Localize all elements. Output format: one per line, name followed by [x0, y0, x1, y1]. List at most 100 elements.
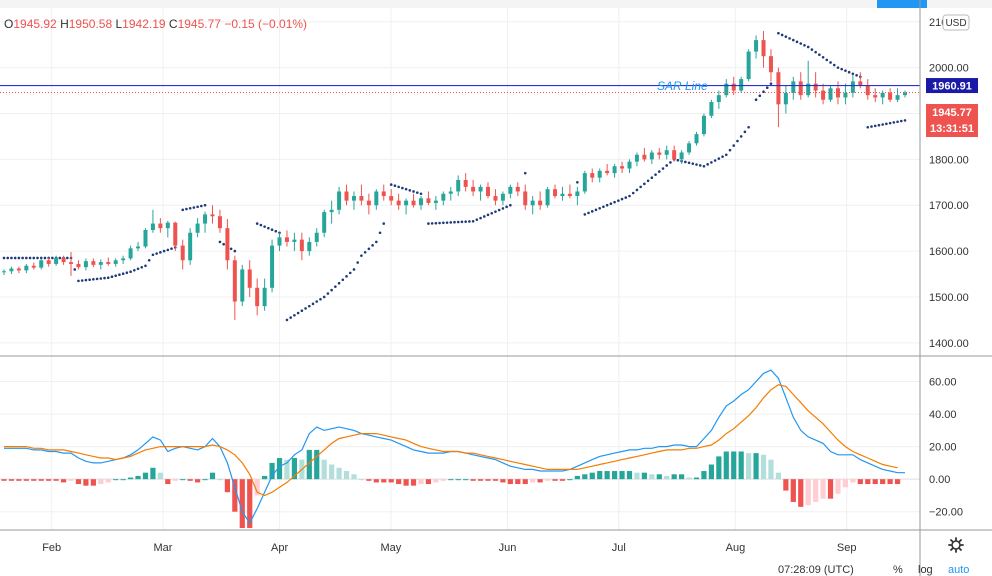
macd-histogram: [0, 449, 920, 528]
macd-histogram-bar: [477, 479, 484, 481]
macd-tick-label: 20.00: [929, 442, 957, 454]
candlestick-series: [2, 30, 907, 320]
month-label: May: [381, 542, 402, 554]
sar-dot: [25, 256, 28, 260]
sar-dot: [732, 144, 736, 147]
sar-dot: [892, 121, 896, 124]
last-price-tag: [926, 104, 978, 137]
macd-histogram-bar: [760, 454, 767, 480]
percent-toggle[interactable]: %: [893, 564, 903, 576]
sar-dot: [602, 205, 605, 209]
close-value: 1945.77: [178, 17, 222, 31]
sar-dot: [188, 206, 192, 210]
sar-dot: [594, 208, 598, 212]
macd-histogram-bar: [16, 479, 22, 481]
sar-dot: [319, 297, 322, 301]
top-toolbar: [0, 0, 992, 8]
candle-body: [232, 260, 237, 302]
macd-histogram-bar: [53, 479, 59, 481]
candle-body: [754, 40, 759, 52]
sar-dot: [836, 66, 840, 69]
price-axis[interactable]: [920, 0, 992, 576]
sar-dot: [583, 213, 587, 216]
change-value: −0.15 (−0.01%): [224, 17, 307, 31]
macd-histogram-bar: [425, 479, 432, 485]
sar-dot: [51, 256, 54, 260]
candle-body: [858, 81, 863, 86]
sar-dot: [36, 256, 39, 260]
macd-histogram-bar: [105, 479, 111, 483]
sar-horizontal-line[interactable]: [0, 84, 920, 94]
sar-dot: [676, 158, 680, 162]
sar-dot: [401, 186, 404, 190]
sar-dot: [378, 231, 382, 235]
toolbar-active-button[interactable]: [877, 0, 927, 8]
sar-dot: [140, 265, 144, 269]
macd-histogram-bar: [38, 479, 44, 481]
macd-histogram-bar: [291, 458, 298, 480]
sar-dot: [181, 208, 185, 212]
candle-body: [530, 200, 535, 206]
macd-histogram-bar: [232, 479, 238, 512]
sar-dot: [28, 256, 32, 260]
candle-body: [39, 260, 44, 268]
macd-histogram-bar: [343, 471, 350, 480]
candle-body: [322, 212, 327, 233]
macd-histogram-bar: [202, 479, 208, 481]
candle-body: [456, 180, 461, 192]
sar-dot: [43, 256, 47, 260]
currency-button[interactable]: [942, 14, 970, 31]
candle-body: [31, 265, 36, 268]
candle-body: [843, 92, 848, 98]
gear-icon[interactable]: [948, 537, 964, 553]
sar-dot: [639, 185, 642, 189]
candle-body: [813, 83, 818, 91]
sar-dot: [397, 185, 400, 189]
sar-dot: [829, 61, 832, 64]
price-tick-label: 1800.00: [929, 154, 969, 166]
candle-body: [69, 262, 74, 264]
macd-histogram-bar: [373, 479, 379, 483]
candle-body: [821, 90, 826, 100]
sar-dot: [736, 139, 739, 143]
sar-dot: [494, 210, 497, 213]
macd-pane[interactable]: [0, 360, 920, 530]
log-toggle[interactable]: log: [918, 564, 933, 576]
candle-body: [441, 193, 446, 201]
high-label: H: [60, 17, 69, 31]
macd-histogram-bar: [247, 479, 253, 528]
macd-histogram-bar: [842, 479, 849, 488]
candle-body: [776, 72, 781, 105]
sar-line-annotation[interactable]: SAR Line: [657, 79, 708, 93]
sar-dot: [21, 256, 24, 260]
candle-body: [493, 196, 498, 201]
auto-toggle[interactable]: auto: [948, 564, 970, 576]
sar-dot: [58, 256, 62, 260]
macd-histogram-bar: [306, 449, 312, 480]
macd-histogram-bar: [805, 479, 811, 506]
macd-tick-label: 0.00: [929, 474, 950, 486]
candle-body: [270, 245, 275, 288]
macd-histogram-bar: [410, 479, 417, 486]
candle-body: [299, 239, 304, 252]
month-label: Jul: [612, 542, 626, 554]
sar-dot: [777, 31, 780, 35]
candle-body: [538, 200, 543, 206]
macd-histogram-bar: [775, 472, 782, 480]
macd-histogram-bar: [753, 453, 759, 480]
sar-dot: [806, 45, 810, 49]
sar-dot: [479, 216, 482, 220]
sar-dot: [88, 278, 91, 282]
sar-dot: [847, 70, 851, 74]
sar-dot: [631, 191, 635, 195]
macd-histogram-bar: [68, 479, 74, 481]
price-tick-label: 1500.00: [929, 292, 969, 304]
sar-dot: [442, 221, 445, 225]
candle-body: [217, 216, 222, 229]
candle-body: [314, 232, 319, 242]
macd-tick-label: 40.00: [929, 409, 957, 421]
candle-body: [582, 173, 587, 192]
sar-dot: [84, 278, 88, 282]
sar-dot: [103, 276, 106, 280]
